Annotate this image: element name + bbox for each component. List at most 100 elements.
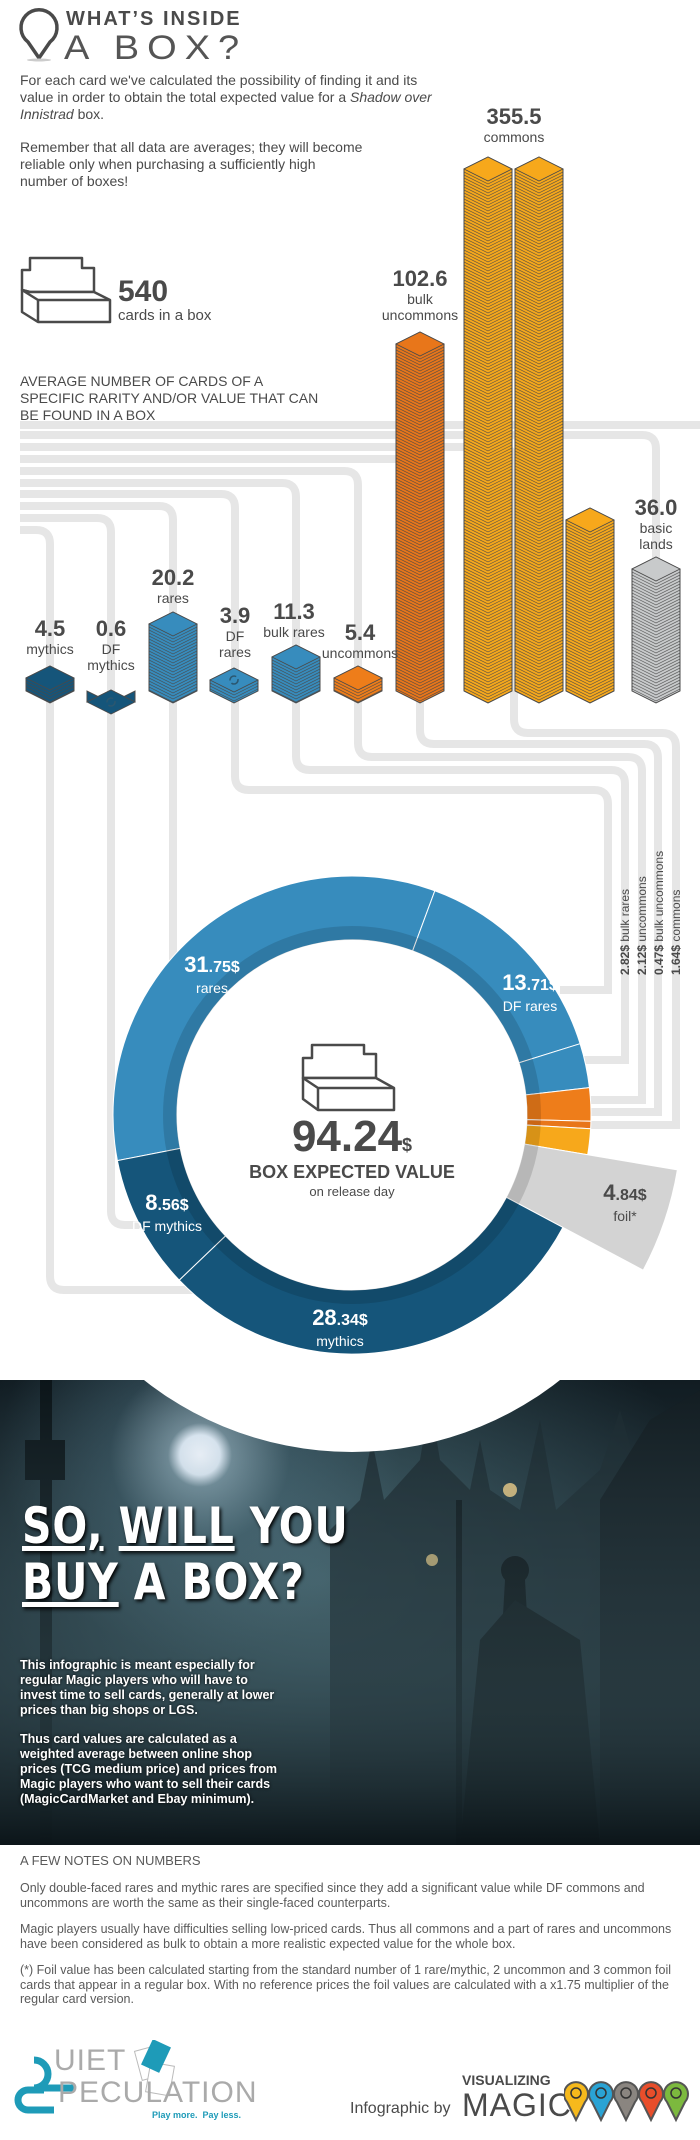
card-edge [395,679,445,693]
card-edge [565,681,615,695]
slice-value-decimal: .75$ [208,959,240,976]
card-edge [631,637,681,651]
card-edge [463,489,513,503]
card-edge [565,627,615,641]
intro-paragraph-2: Remember that all data are averages; the… [20,139,363,189]
card-edge [514,384,564,398]
card-edge [148,677,198,691]
stack-top [463,156,513,182]
connector-pipe [20,467,646,1104]
card-edge [463,297,513,311]
card-edge [463,654,513,668]
card-edge [631,613,681,627]
connector-pipe [20,502,177,1000]
card-edge [463,315,513,329]
card-edge [514,516,564,530]
slice-name: commons [669,889,683,942]
map-pin-icon [19,8,59,62]
card-edge [631,604,681,618]
intro-text: box. [73,106,105,122]
card-edge [148,668,198,682]
card-edge [631,652,681,666]
card-edge [148,653,198,667]
card-edge [395,424,445,438]
card-edge [463,183,513,197]
card-edge [631,583,681,597]
card-edge [514,204,564,218]
card-edge [148,689,198,703]
title-line-1: WHAT’S INSIDE [66,8,242,30]
card-edge [395,448,445,462]
card-edge [148,662,198,676]
card-edge [395,556,445,570]
card-edge [395,469,445,483]
card-edge [463,597,513,611]
slice-name: mythics [316,1333,364,1349]
card-edge [514,261,564,275]
card-edge [514,378,564,392]
card-edge [514,411,564,425]
card-edge [395,367,445,381]
connector-pipe [20,431,660,700]
card-edge [395,514,445,528]
card-edge [631,673,681,687]
card-edge [631,649,681,663]
stack-name: uncommons [381,307,459,323]
card-edge [514,291,564,305]
card-edge [463,495,513,509]
card-edge [463,681,513,695]
card-edge [463,312,513,326]
card-edge [565,573,615,587]
card-edge [148,644,198,658]
card-edge [514,240,564,254]
card-edge [463,531,513,545]
title-word: WILL [118,1497,235,1555]
card-edge [514,345,564,359]
card-edge [463,306,513,320]
card-edge [463,468,513,482]
card-edge [395,640,445,654]
card-edge [631,634,681,648]
card-edge [565,534,615,548]
card-edge [631,688,681,702]
connector-pipe [20,514,200,1229]
intro-text: For each card we've calculated the possi… [20,72,418,105]
stack-label-rares: 20.2 rares [152,566,195,607]
qs-logo-text: PECULATION [58,2076,258,2109]
card-edge [463,561,513,575]
gothic-city-illustration [0,1380,700,1845]
card-edge [631,601,681,615]
card-edge [565,588,615,602]
card-edge [514,630,564,644]
card-edge [631,571,681,585]
card-edge [463,330,513,344]
card-edge [395,433,445,447]
card-edge [395,526,445,540]
card-edge [463,576,513,590]
card-edge [395,592,445,606]
qs-logo-mark [14,2040,176,2114]
photo-paragraph-1: This infographic is meant especially for… [20,1658,275,1717]
card-edge [395,670,445,684]
slice-name: foil* [613,1208,637,1224]
card-stack-rares [148,611,198,704]
card-edge [514,477,564,491]
card-edge [565,549,615,563]
card-edge [631,658,681,672]
card-stack-commons [565,507,615,704]
card-edge [514,546,564,560]
card-edge [395,631,445,645]
card-edge [395,403,445,417]
card-edge [463,513,513,527]
slice-name: bulk uncommons [652,850,666,942]
card-edge [514,690,564,704]
donut-slice-mythics [178,1196,564,1355]
card-edge [463,450,513,464]
card-edge [463,615,513,629]
card-edge [463,348,513,362]
card-edge [463,648,513,662]
card-edge [395,406,445,420]
vm-logo-line1: VISUALIZING [462,2072,551,2088]
card-edge [514,423,564,437]
